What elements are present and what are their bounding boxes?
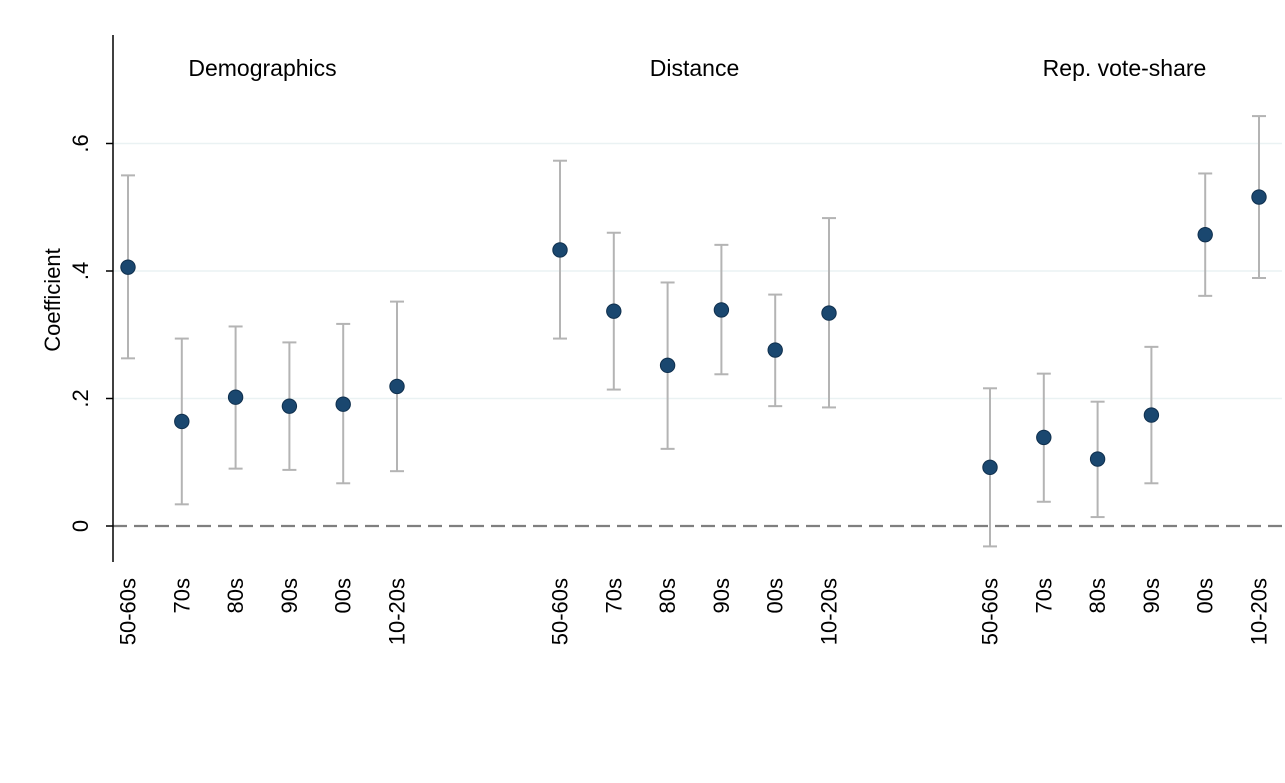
group-titles: Demographics Distance Rep. vote-share [188,55,1206,81]
data-point [659,357,676,374]
data-point [227,389,244,405]
x-tick-label: 00s [763,578,788,613]
x-tick-label: 70s [169,578,194,613]
x-tick-label: 70s [601,578,626,613]
data-point [767,342,783,358]
x-tick-label: 50-60s [978,578,1003,645]
data-point [120,259,136,275]
data-point [1251,189,1267,205]
x-tick-label: 90s [709,578,734,613]
x-tick-label: 90s [277,578,302,613]
data-point [1089,451,1106,467]
x-tick-label: 80s [223,578,248,613]
x-tick-labels: 50-60s 70s 80s 90s 00s 10-20s 50-60s 70s 80s 90s 0… [116,578,1272,645]
y-tick-label: .4 [68,262,93,280]
group-title: Demographics [188,55,336,81]
x-tick-label: 80s [1085,578,1110,613]
data-point [552,242,568,258]
data-point [821,305,837,321]
x-tick-label: 50-60s [548,578,573,645]
data-point [1143,407,1160,423]
group-title: Distance [650,55,739,81]
y-axis: 0 .2 .4 .6 [68,35,114,562]
x-tick-label: 10-20s [385,578,410,645]
x-tick-label: 10-20s [1247,578,1272,645]
data-point [1036,429,1052,446]
y-tick-label: .6 [68,134,93,152]
error-bars [121,115,1266,548]
gridlines [113,142,1282,400]
y-axis-title: Coefficient [40,248,65,352]
group-title: Rep. vote-share [1043,55,1207,81]
x-tick-label: 00s [1193,578,1218,613]
x-tick-label: 80s [655,578,680,613]
data-point [982,459,998,476]
y-tick-label: 0 [68,520,93,532]
data-point [713,302,730,318]
x-tick-label: 70s [1031,578,1056,613]
data-points [120,189,1267,476]
data-point [174,413,190,430]
data-point [1197,226,1213,243]
data-point [389,378,405,395]
data-point [335,396,351,412]
x-tick-label: 10-20s [817,578,842,645]
data-point [281,398,298,414]
x-tick-label: 50-60s [116,578,141,645]
data-point [606,303,622,319]
x-tick-label: 00s [331,578,356,613]
y-tick-label: .2 [68,389,93,407]
x-tick-label: 90s [1139,578,1164,613]
